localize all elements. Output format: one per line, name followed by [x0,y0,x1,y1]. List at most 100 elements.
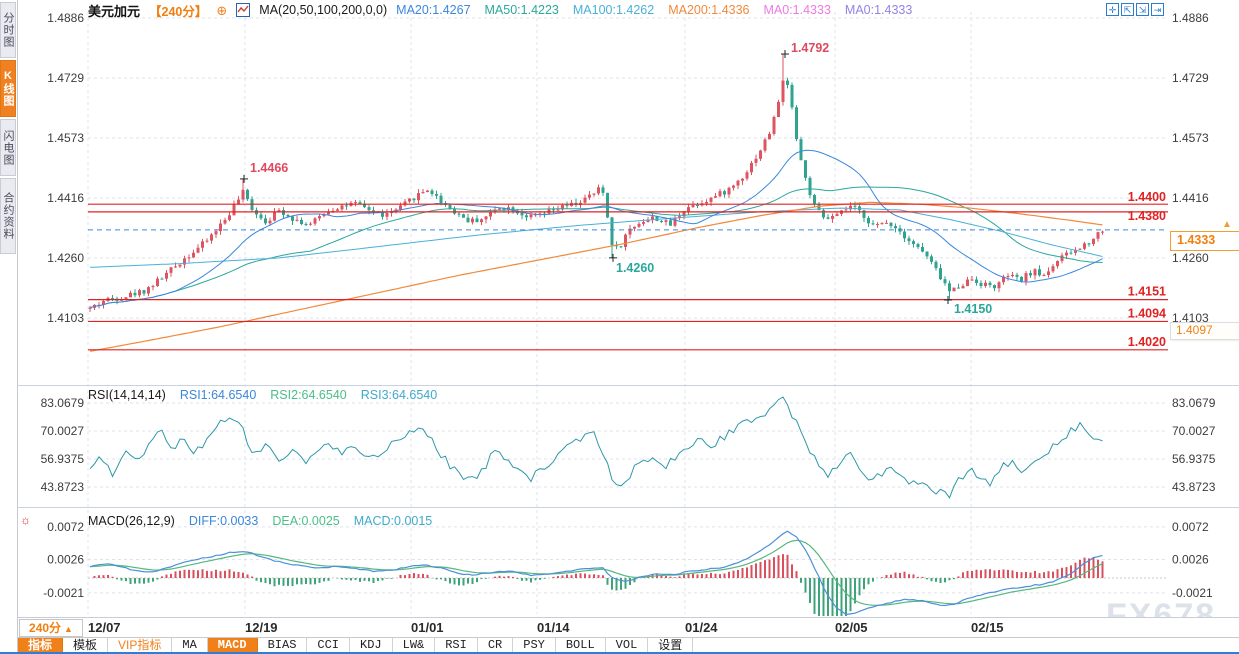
axis-label: 1.4260 [1172,251,1209,265]
axis-label: 43.8723 [41,480,85,494]
scale-y-axis-icon[interactable]: ⇱ [1121,3,1134,16]
toolbar-button-rsi[interactable]: RSI [435,638,478,653]
axis-label: 1.4416 [1172,191,1209,205]
chart-toolbar-icons: ✛ ⇱ ⇲ ⇥ [1106,3,1164,16]
axis-label: 1.4103 [1172,311,1209,325]
axis-label: -0.0021 [1172,586,1213,600]
axis-label: 70.0027 [1172,424,1216,438]
toolbar-button-psy[interactable]: PSY [513,638,556,653]
toolbar-button-kdj[interactable]: KDJ [350,638,393,653]
indicator-value: MA20:1.4267 [396,3,471,17]
circle-plus-icon[interactable]: ⊕ [216,2,228,18]
axis-label: 1.4380 [1128,209,1166,223]
ma-values-readout: MA20:1.4267 MA50:1.4223 MA100:1.4262 MA200:… [396,3,912,17]
date-tick-label: 02/05 [835,620,868,635]
chart-type-sidebar: 分时图 K线图闪电图合约资料 [0,0,18,654]
axis-label: 1.4260 [616,261,654,275]
sidebar-tab-1[interactable]: 分时图 [0,2,16,58]
sidebar-tab-3[interactable]: 闪电图 [0,119,16,176]
axis-label: 1.4792 [791,41,829,55]
period-dropdown-arrow-icon: ▲ [64,624,73,634]
axis-label: 1.4729 [47,71,84,85]
indicator-value: DIFF:0.0033 [188,514,259,528]
date-tick-label: 12/19 [245,620,278,635]
current-price-tag: 1.4333 [1170,231,1239,251]
price-up-arrow-icon: ▲ [1222,219,1232,230]
axis-label: 1.4150 [954,302,992,316]
bottom-accent-bar [0,652,1239,654]
chart-style-icon[interactable] [236,3,251,17]
sidebar-tab-2[interactable]: K线图 [0,60,16,117]
axis-label: 83.0679 [1172,396,1216,410]
ma20-line [89,149,1103,309]
axis-label: 83.0679 [41,396,85,410]
date-tick-label: 01/24 [685,620,718,635]
toolbar-button-ma[interactable]: MA [172,638,208,653]
indicator-value: MA0:1.4333 [844,3,913,17]
axis-label: 1.4400 [1128,190,1166,204]
axis-label: 0.0026 [47,553,84,567]
toolbar-button-cci[interactable]: CCI [307,638,351,653]
toolbar-button-指标[interactable]: 指标 [18,638,64,653]
macd-settings-label[interactable]: MACD(26,12,9) [88,514,175,528]
indicator-value: RSI3:64.6540 [360,388,438,402]
macd-values-readout: DIFF:0.0033 DEA:0.0025 MACD:0.0015 [189,514,432,528]
toolbar-button-macd[interactable]: MACD [207,638,258,653]
macd-dea-line [89,539,1103,606]
axis-label: 43.8723 [1172,480,1216,494]
axis-label: 70.0027 [41,424,85,438]
indicator-value: MACD:0.0015 [353,514,433,528]
chart-header: 美元加元 【240分】 ⊕ MA(20,50,100,200,0,0) MA20… [88,1,912,19]
toolbar-button-boll[interactable]: BOLL [556,638,606,653]
toolbar-button-cr[interactable]: CR [478,638,514,653]
ma100-line [89,207,1103,268]
period-selector[interactable]: 240分 ▲ [19,619,83,637]
toolbar-button-vol[interactable]: VOL [606,638,649,653]
axis-label: 1.4094 [1128,306,1166,320]
pan-crosshair-icon[interactable]: ✛ [1106,3,1119,16]
indicator-value: MA0:1.4333 [763,3,831,17]
ma-settings-label[interactable]: MA(20,50,100,200,0,0) [259,3,388,17]
pop-out-icon[interactable]: ⇥ [1151,3,1164,16]
indicator-value: MA100:1.4262 [572,3,655,17]
macd-histogram [93,554,1104,616]
axis-label: 56.9375 [41,452,85,466]
toolbar-button-vip指标[interactable]: VIP指标 [108,638,173,653]
price-tooltip: 1.4097 [1170,322,1239,340]
indicator-value: RSI1:64.6540 [179,388,257,402]
indicator-value: RSI2:64.6540 [270,388,347,402]
axis-label: 1.4573 [1172,131,1209,145]
ma200-line [89,201,1103,352]
scale-x-axis-icon[interactable]: ⇲ [1136,3,1149,16]
rsi-line [89,396,1103,499]
period-selector-label: 240分 [29,621,62,635]
axis-label: 1.4020 [1128,335,1166,349]
axis-label: 0.0072 [1172,520,1209,534]
toolbar-button-模板[interactable]: 模板 [63,638,109,653]
toolbar-button-设置[interactable]: 设置 [648,638,694,653]
axis-label: 1.4103 [47,311,84,325]
candlestick-series [88,54,1104,313]
axis-label: 0.0072 [47,520,84,534]
axis-label: 1.4260 [47,251,84,265]
rsi-values-readout: RSI1:64.6540 RSI2:64.6540 RSI3:64.6540 [180,388,437,402]
date-tick-label: 12/07 [88,620,121,635]
symbol-name: 美元加元 [88,3,141,19]
sidebar-tab-4[interactable]: 合约资料 [0,178,16,254]
indicator-toolbar: 指标 模板 VIP指标 MA MACD BIAS CCI KDJ LW& RSI CR PSY BOLL… [18,637,1239,653]
rsi-settings-label[interactable]: RSI(14,14,14) [88,388,166,402]
rsi-header: RSI(14,14,14) RSI1:64.6540 RSI2:64.6540 RS… [88,387,437,403]
indicator-value: DEA:0.0025 [272,514,340,528]
toolbar-button-lw&[interactable]: LW& [393,638,436,653]
toolbar-button-bias[interactable]: BIAS [258,638,308,653]
indicator-alert-icon[interactable]: ☼ [20,513,31,527]
period-label[interactable]: 【240分】 [149,4,208,19]
axis-label: -0.0021 [43,586,84,600]
axis-label: 1.4416 [47,191,84,205]
axis-label: 1.4466 [250,161,288,175]
macd-header: MACD(26,12,9) DIFF:0.0033 DEA:0.0025 MACD:… [88,513,432,529]
axis-label: 1.4886 [47,11,84,25]
date-tick-label: 02/15 [971,620,1004,635]
